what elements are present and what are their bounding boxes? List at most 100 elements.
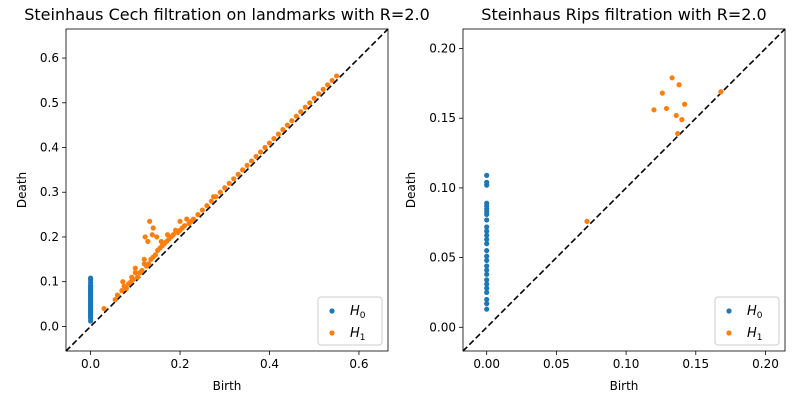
rips-point-h1 — [669, 75, 675, 81]
cech-point-h1 — [320, 86, 326, 92]
cech-point-h1 — [325, 82, 331, 88]
cech-point-h1 — [101, 305, 107, 312]
cech-diagonal-line — [65, 28, 389, 352]
rips-point-h0 — [484, 301, 490, 307]
cech-point-h1 — [132, 265, 138, 271]
cech-point-h1 — [231, 176, 237, 182]
rips-point-h0 — [484, 281, 490, 287]
cech-point-h1 — [152, 252, 159, 258]
cech-point-h1 — [154, 234, 160, 240]
cech-point-h1 — [244, 162, 250, 169]
rips-point-h0 — [484, 271, 490, 277]
cech-point-h1 — [204, 203, 210, 209]
rips-point-h1 — [675, 130, 681, 137]
rips-y-tick-label: 0.20 — [429, 42, 456, 56]
rips-point-h1 — [651, 107, 657, 113]
cech-y-tick-label: 0.3 — [40, 185, 59, 199]
cech-point-h1 — [184, 216, 190, 222]
cech-point-h1 — [195, 211, 201, 218]
cech-point-h1 — [289, 118, 295, 124]
cech-y-tick-label: 0.1 — [40, 275, 59, 289]
cech-point-h1 — [271, 135, 277, 142]
cech-point-h1 — [141, 256, 147, 262]
rips-point-h0 — [484, 277, 490, 283]
cech-y-tick-label: 0.4 — [40, 141, 59, 155]
rips-point-h0 — [484, 306, 490, 312]
cech-panel: Steinhaus Cech filtration on landmarks w… — [15, 5, 430, 393]
rips-x-tick-label: 0.15 — [682, 357, 709, 371]
cech-point-h1 — [146, 261, 152, 267]
rips-point-h0 — [484, 236, 490, 243]
cech-point-h1 — [170, 232, 176, 238]
rips-point-h0 — [484, 289, 490, 296]
rips-point-h1 — [659, 90, 665, 96]
cech-x-tick-label: 0.4 — [260, 357, 279, 371]
rips-x-axis-label: Birth — [610, 379, 639, 393]
cech-point-h1 — [266, 140, 273, 146]
rips-point-h0 — [484, 228, 490, 234]
cech-point-h1 — [262, 144, 268, 151]
rips-axes-frame — [462, 28, 786, 352]
cech-point-h1 — [316, 91, 322, 97]
cech-point-h1 — [253, 153, 259, 160]
cech-y-tick-label: 0.2 — [40, 230, 59, 244]
cech-x-axis-label: Birth — [213, 379, 242, 393]
cech-point-h1 — [275, 131, 282, 137]
cech-point-h1 — [257, 149, 264, 155]
cech-point-h1 — [123, 285, 129, 291]
cech-point-h1 — [280, 127, 286, 133]
cech-point-h1 — [208, 198, 214, 204]
rips-point-h0 — [484, 267, 490, 273]
rips-panel: Steinhaus Rips filtration with R=2.0 Bir… — [404, 5, 786, 393]
rips-point-h0 — [484, 217, 490, 223]
cech-point-h1 — [181, 223, 188, 229]
cech-point-h1 — [134, 274, 141, 280]
cech-point-h1 — [222, 185, 228, 191]
rips-point-h0 — [484, 248, 490, 254]
cech-point-h1 — [145, 238, 151, 245]
cech-point-h1 — [298, 109, 304, 115]
cech-point-h1 — [213, 194, 219, 200]
cech-point-h1 — [139, 267, 145, 274]
rips-point-h1 — [718, 89, 724, 95]
cech-x-tick-label: 0.2 — [170, 357, 189, 371]
rips-point-h0 — [484, 257, 490, 263]
cech-point-h1 — [329, 77, 335, 84]
cech-legend-marker-h1 — [329, 330, 335, 336]
rips-point-h1 — [682, 101, 688, 107]
cech-point-h1 — [226, 180, 232, 186]
rips-y-tick-label: 0.10 — [429, 181, 456, 195]
rips-y-axis-label: Death — [404, 172, 418, 208]
cech-point-h1 — [240, 167, 246, 173]
cech-point-h1 — [150, 225, 156, 231]
cech-point-h1 — [302, 104, 308, 110]
rips-point-h0 — [484, 232, 490, 238]
cech-axes-frame — [65, 28, 389, 352]
cech-point-h1 — [307, 100, 313, 106]
cech-point-h0 — [87, 275, 94, 281]
cech-point-h1 — [311, 95, 317, 101]
rips-x-tick-label: 0.00 — [473, 357, 500, 371]
cech-point-h1 — [119, 288, 125, 294]
cech-point-h1 — [120, 279, 126, 285]
rips-point-h1 — [673, 112, 679, 119]
rips-legend-marker-h1 — [726, 330, 732, 336]
cech-point-h1 — [114, 292, 121, 298]
cech-x-tick-label: 0.6 — [349, 357, 368, 371]
cech-title: Steinhaus Cech filtration on landmarks w… — [24, 5, 430, 24]
cech-y-axis-label: Death — [15, 172, 29, 208]
rips-point-h0 — [484, 263, 490, 269]
cech-point-h1 — [190, 216, 197, 222]
cech-point-h1 — [132, 270, 138, 276]
cech-point-h1 — [217, 189, 223, 195]
rips-point-h1 — [676, 82, 682, 88]
cech-point-h1 — [130, 276, 136, 283]
cech-point-h1 — [149, 232, 155, 238]
cech-point-h1 — [293, 113, 299, 119]
rips-point-h0 — [484, 285, 490, 291]
rips-point-h0 — [484, 172, 490, 178]
cech-point-h1 — [284, 122, 290, 128]
rips-y-tick-label: 0.05 — [429, 251, 456, 265]
